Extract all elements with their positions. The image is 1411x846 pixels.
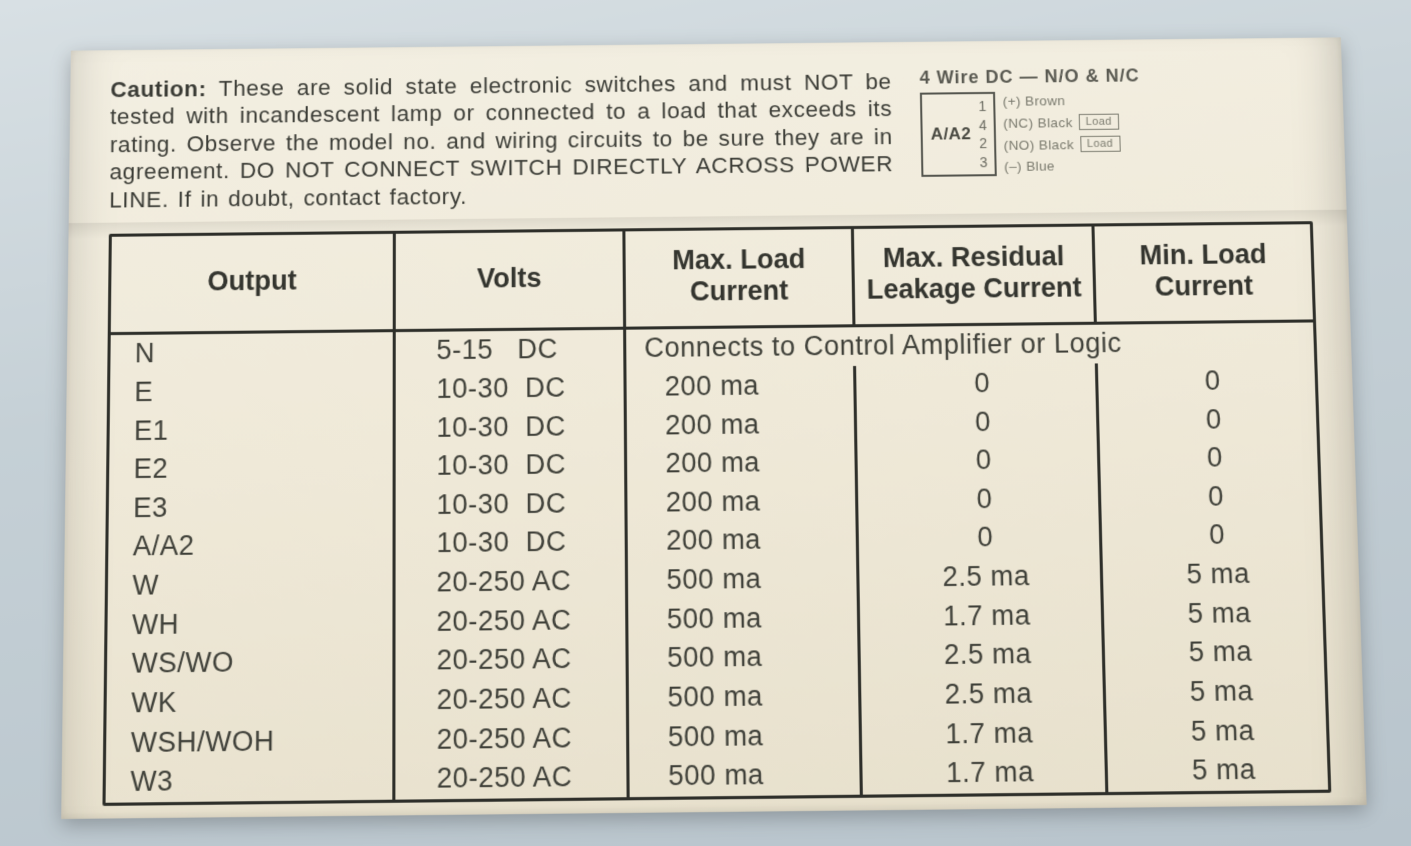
cell-max-load: 200 ma [624,366,855,407]
cell-max-load: 200 ma [625,481,857,522]
cell-volts: 10-30 DC [394,368,625,409]
wiring-wire-label: (+) Brown [1002,93,1065,109]
cell-volts: 10-30 DC [394,445,625,486]
cell-output: E2 [109,448,394,490]
cell-max-load: 200 ma [625,443,857,484]
spec-table-header-row: Output Volts Max. Load Current Max. Resi… [110,224,1312,333]
cell-leakage: 2.5 ma [859,634,1104,676]
cell-volts: 20-250 AC [394,640,627,682]
caution-body: These are solid state electronic switche… [109,69,893,212]
caution-lead: Caution: [110,76,206,102]
wiring-chip-box: A/A2 1 4 2 3 [919,92,995,177]
wiring-pin-numbers: 1 4 2 3 [978,96,988,172]
cell-volts: 10-30 DC [394,523,626,564]
cell-output: E3 [108,486,394,528]
cell-max-load: 500 ma [626,637,859,679]
wiring-title: 4 Wire DC — N/O & N/C [919,64,1300,89]
cell-max-load: 500 ma [627,716,861,758]
cell-output: A/A2 [108,525,394,567]
spec-table-wrap: Output Volts Max. Load Current Max. Resi… [102,221,1331,805]
wiring-wire-label: (NC) Black [1003,115,1073,131]
cell-volts: 20-250 AC [394,679,627,721]
cell-volts: 5-15 DC [394,328,624,370]
wiring-wire-label: (NO) Black [1003,137,1074,153]
cell-leakage: 0 [856,479,1099,520]
col-leak-header: Max. Residual Leakage Current [852,227,1094,326]
wiring-pin: 1 [978,98,987,114]
cell-min-load: 0 [1096,361,1315,402]
cell-output: N [110,331,394,374]
cell-volts: 20-250 AC [394,562,626,603]
cell-leakage: 2.5 ma [859,674,1104,716]
cell-output: W3 [105,760,393,803]
cell-output: WK [106,681,394,723]
cell-min-load: 5 ma [1102,632,1323,674]
caution-paragraph: Caution: These are solid state electroni… [109,68,894,214]
col-output-header: Output [110,234,394,334]
col-minload-header: Min. Load Current [1093,224,1313,323]
wiring-wire-row: (NC) Black Load [1003,114,1120,131]
cell-min-load: 0 [1100,515,1320,556]
col-volts-header: Volts [394,232,624,331]
cell-min-load: 5 ma [1104,711,1326,753]
cell-volts: 20-250 AC [394,757,628,799]
wiring-wire-row: (NO) Black Load [1003,136,1120,153]
cell-output: WS/WO [106,642,393,684]
cell-leakage: 1.7 ma [861,752,1107,794]
wiring-pin: 2 [979,135,988,151]
cell-max-load: 200 ma [625,520,857,561]
cell-max-load: 500 ma [627,755,861,797]
wiring-load-tag: Load [1078,114,1119,130]
cell-min-load: 5 ma [1102,593,1323,634]
wiring-pin: 4 [978,117,987,133]
cell-volts: 20-250 AC [394,600,627,642]
cell-leakage: 1.7 ma [858,595,1102,637]
col-maxload-header: Max. Load Current [623,229,854,328]
datasheet-card: Caution: These are solid state electroni… [61,37,1366,819]
spec-table-head: Output Volts Max. Load Current Max. Resi… [110,224,1312,333]
spec-table-body: N5-15 DCConnects to Control Amplifier or… [105,321,1328,802]
cell-leakage: 2.5 ma [858,556,1102,598]
cell-min-load: 0 [1097,399,1316,440]
wiring-pin: 3 [979,154,988,170]
cell-min-load: 0 [1098,438,1318,479]
wiring-load-tag: Load [1079,136,1120,152]
cell-volts: 20-250 AC [394,718,628,760]
wiring-wire-row: (+) Brown [1002,93,1119,109]
wiring-wire-row: (–) Blue [1003,158,1120,174]
wiring-inner: A/A2 1 4 2 3 (+) Brown (NC) Black Load [919,89,1302,177]
cell-min-load: 5 ma [1103,671,1325,713]
cell-output: WSH/WOH [106,721,394,763]
cell-min-load: 5 ma [1101,554,1322,595]
cell-output: E [109,371,393,412]
cell-output: W [107,564,393,606]
cell-leakage: 1.7 ma [860,713,1105,755]
cell-output: WH [107,603,394,645]
cell-leakage: 0 [855,402,1098,443]
wiring-wire-list: (+) Brown (NC) Black Load (NO) Black Loa… [1002,91,1120,176]
cell-max-load: 500 ma [626,559,859,600]
cell-leakage: 0 [856,440,1099,481]
cell-max-load: 500 ma [627,676,861,718]
cell-min-load: 5 ma [1105,750,1327,792]
cell-volts: 10-30 DC [394,407,625,448]
cell-volts: 10-30 DC [394,484,626,525]
wiring-wire-label: (–) Blue [1003,158,1054,174]
cell-max-load: 500 ma [626,598,859,640]
wiring-diagram: 4 Wire DC — N/O & N/C A/A2 1 4 2 3 (+) B… [919,64,1303,177]
cell-max-load: 200 ma [625,404,856,445]
spec-table: Output Volts Max. Load Current Max. Resi… [105,224,1328,802]
cell-min-load: 0 [1099,477,1319,518]
cell-leakage: 0 [857,518,1101,559]
cell-leakage: 0 [855,363,1097,404]
top-row: Caution: These are solid state electroni… [109,64,1312,214]
cell-output: E1 [109,409,394,451]
wiring-chip-label: A/A2 [930,124,971,144]
